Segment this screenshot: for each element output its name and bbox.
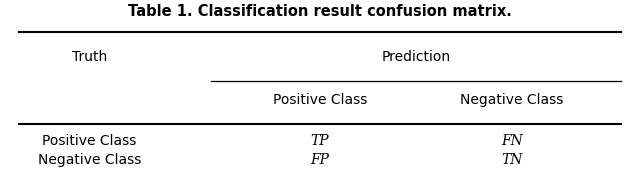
Text: TN: TN [501,153,523,167]
Text: Truth: Truth [72,50,108,64]
Text: Negative Class: Negative Class [460,93,564,107]
Text: TP: TP [310,134,330,147]
Text: Table 1. Classification result confusion matrix.: Table 1. Classification result confusion… [128,4,512,19]
Text: Prediction: Prediction [381,50,451,64]
Text: FP: FP [310,153,330,167]
Text: Negative Class: Negative Class [38,153,141,167]
Text: Positive Class: Positive Class [273,93,367,107]
Text: FN: FN [501,134,523,147]
Text: Positive Class: Positive Class [42,134,137,147]
